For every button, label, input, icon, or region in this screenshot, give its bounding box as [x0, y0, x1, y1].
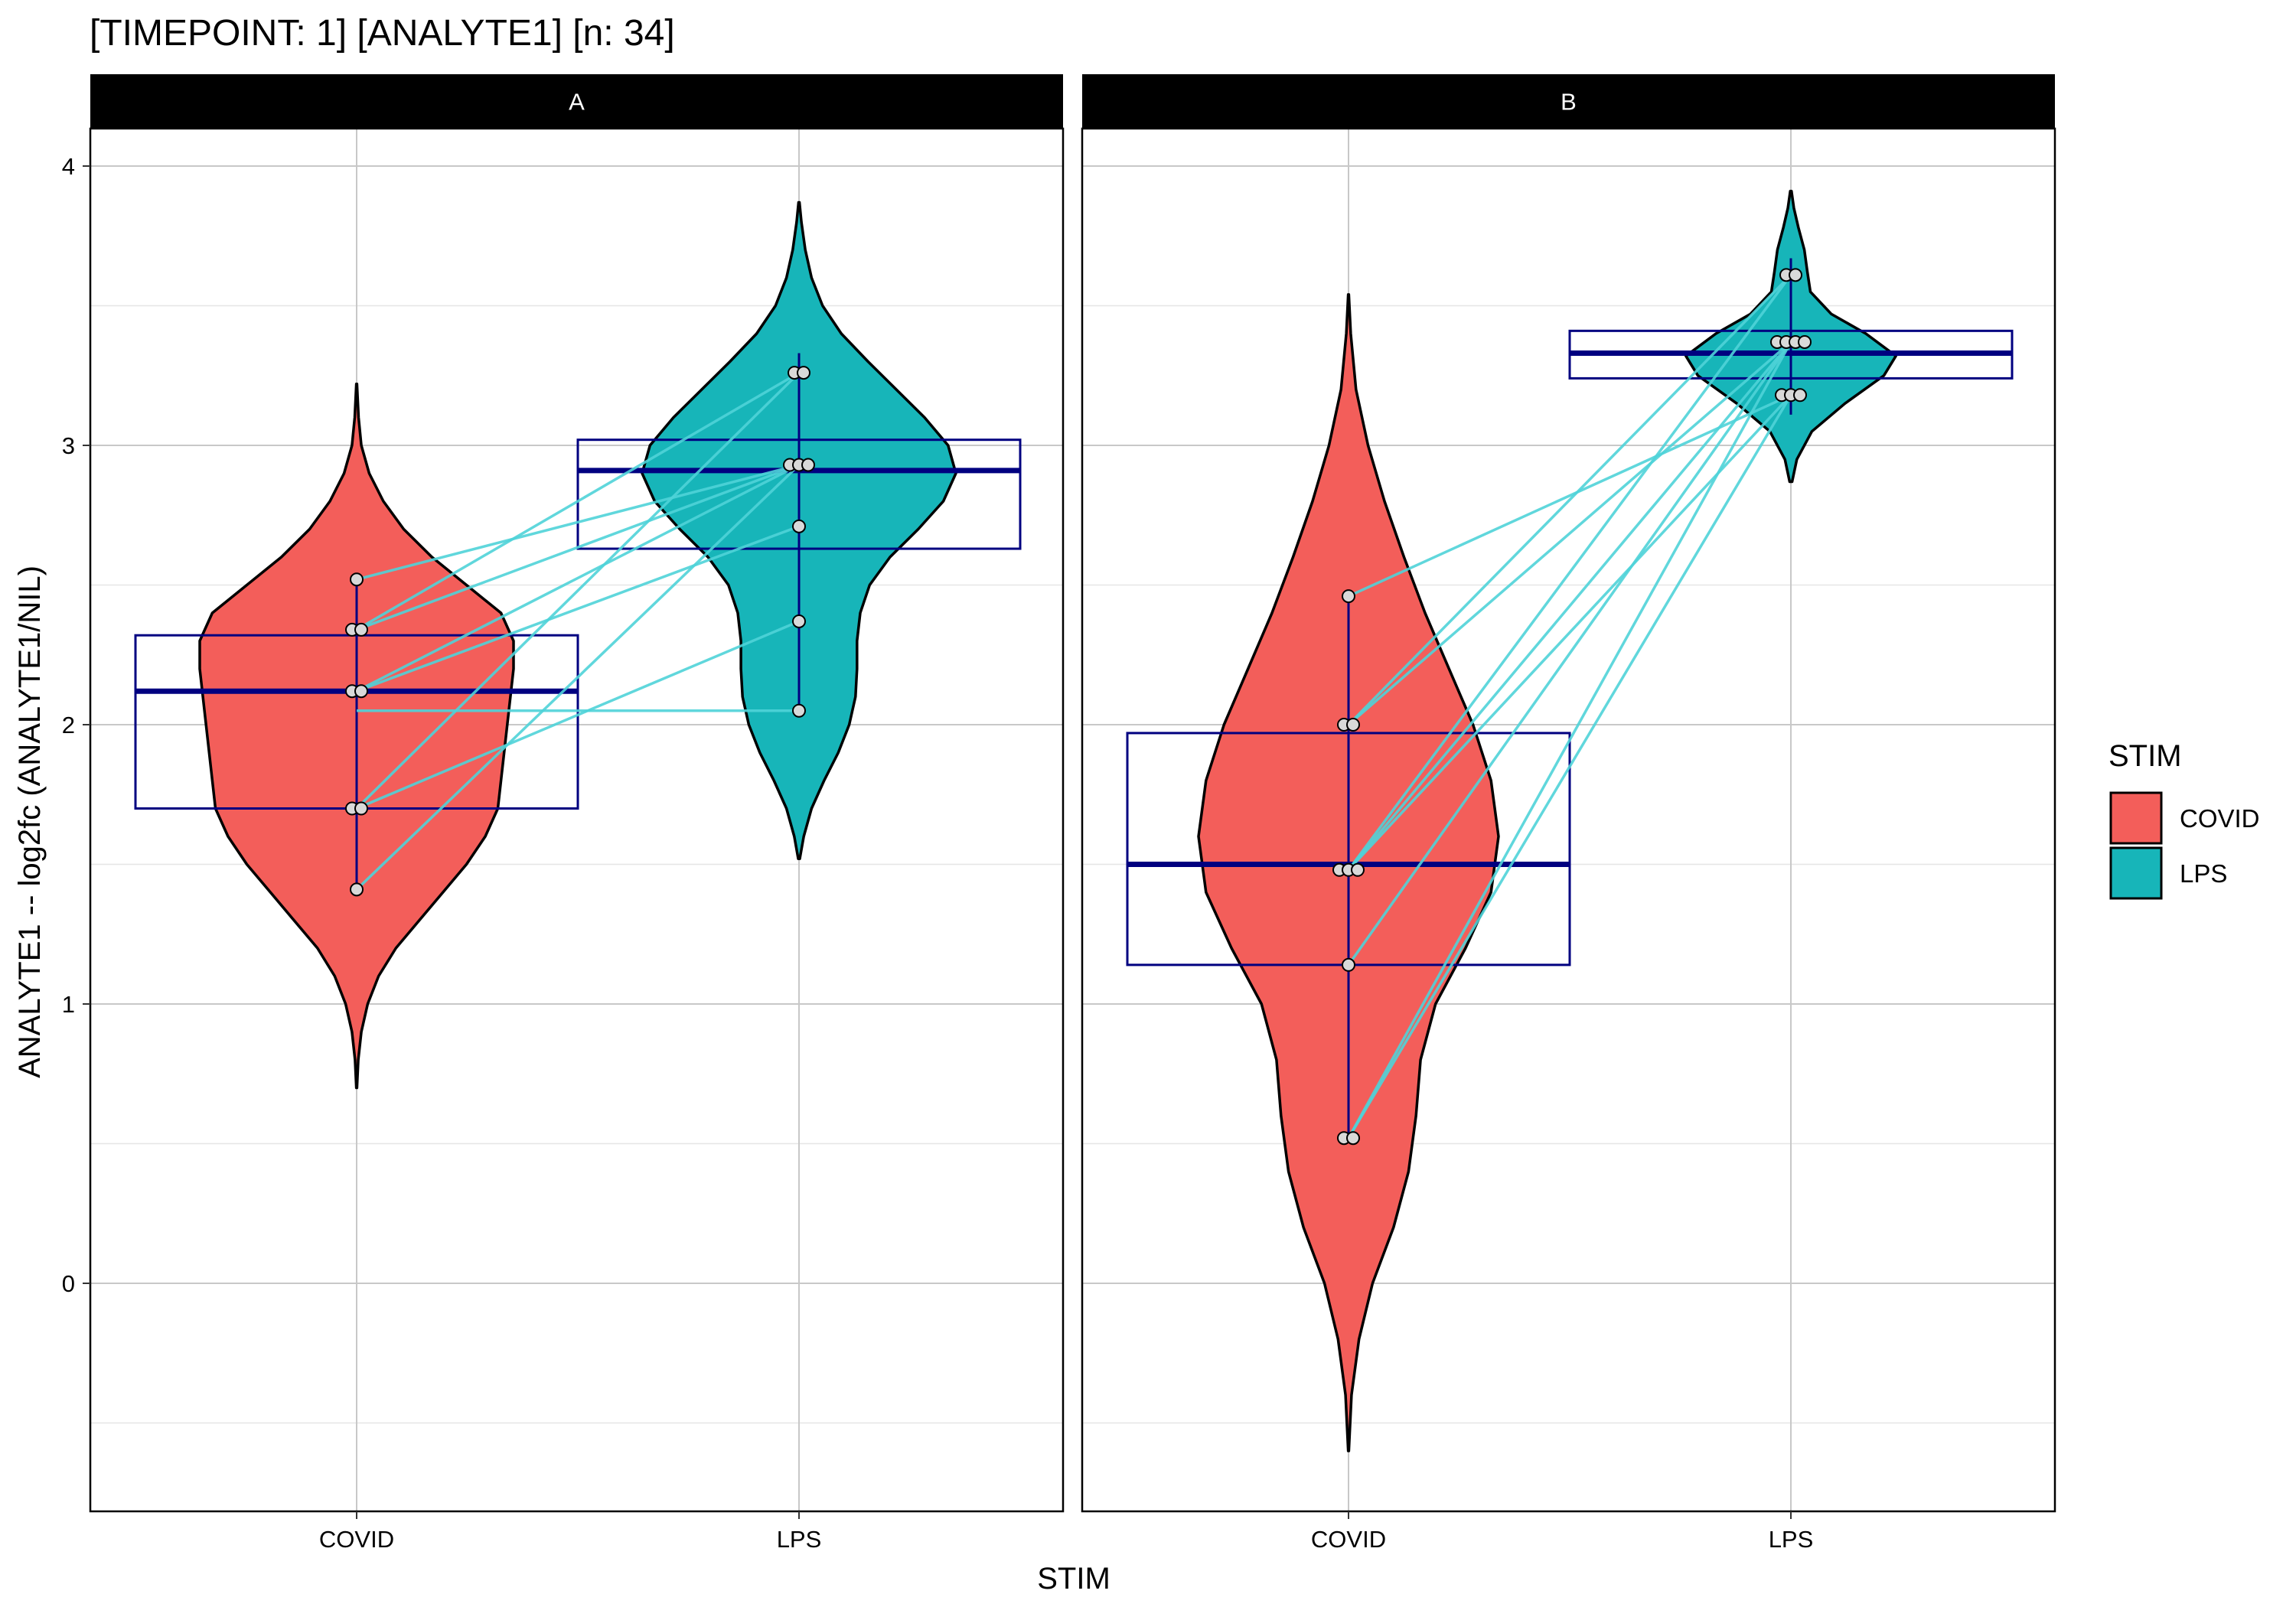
pair-line [1347, 394, 1792, 1139]
y-tick-label: 0 [62, 1270, 75, 1297]
y-tick-label: 3 [62, 432, 75, 459]
pair-line [355, 371, 801, 810]
facet-strip-label: B [1561, 89, 1577, 116]
data-point [1789, 268, 1802, 282]
facet-panels: A COVID LPS B COVID LPS 0 1 2 3 4 [62, 74, 2056, 1553]
y-tick-label: 4 [62, 153, 75, 180]
data-point [350, 572, 364, 587]
data-point [354, 622, 368, 637]
data-point [792, 703, 806, 718]
legend-key-covid [2109, 791, 2163, 845]
pair-line [1347, 274, 1792, 871]
facet-panel-b: B COVID LPS [1081, 74, 2056, 1553]
y-axis: 0 1 2 3 4 [62, 153, 90, 1297]
x-axis-label: STIM [1037, 1562, 1110, 1596]
data-point [1351, 862, 1365, 877]
pair-line [1347, 341, 1792, 871]
data-point [792, 614, 806, 628]
data-point [354, 684, 368, 699]
box-iqr [576, 438, 1022, 550]
legend: STIM COVID LPS [2108, 739, 2260, 900]
y-tick-label: 1 [62, 991, 75, 1018]
data-point [350, 882, 364, 897]
pair-line [355, 464, 801, 891]
pair-line [1347, 341, 1792, 966]
x-tick-label: COVID [1311, 1526, 1386, 1553]
data-point [797, 366, 810, 380]
x-tick-label: LPS [1769, 1526, 1814, 1553]
legend-label: COVID [2180, 804, 2260, 833]
data-point [1793, 388, 1807, 403]
panel-border [1081, 127, 2056, 1513]
data-point [1342, 957, 1355, 972]
facet-panel-a: A COVID LPS [89, 74, 1065, 1553]
pair-line [1347, 274, 1792, 726]
legend-key-lps [2109, 846, 2163, 900]
data-point [801, 458, 815, 472]
data-point [1346, 1131, 1360, 1146]
data-point [354, 801, 368, 816]
x-tick-label: COVID [319, 1526, 394, 1553]
pair-line [356, 463, 800, 693]
y-axis-label: ANALYTE1 -- log2fc (ANALYTE1/NIL) [13, 566, 47, 1078]
y-tick-label: 2 [62, 712, 75, 738]
data-point [1346, 718, 1360, 732]
panel-border [89, 127, 1065, 1513]
pair-line [1347, 341, 1792, 1139]
pair-line [1347, 341, 1792, 726]
data-point [1342, 589, 1355, 604]
pair-line [356, 371, 800, 631]
x-tick-label: LPS [777, 1526, 822, 1553]
data-point [1798, 334, 1812, 349]
pair-line [356, 525, 800, 693]
data-point [792, 519, 806, 533]
pair-line [356, 620, 800, 810]
facet-strip [1082, 74, 2055, 129]
facet-strip-label: A [569, 89, 585, 116]
legend-label: LPS [2180, 859, 2227, 888]
pair-line [356, 463, 800, 581]
chart-title: [TIMEPOINT: 1] [ANALYTE1] [n: 34] [90, 13, 675, 54]
pair-line [1348, 393, 1792, 598]
pair-line [356, 463, 800, 631]
legend-title: STIM [2108, 739, 2182, 773]
facet-strip [90, 74, 1063, 129]
